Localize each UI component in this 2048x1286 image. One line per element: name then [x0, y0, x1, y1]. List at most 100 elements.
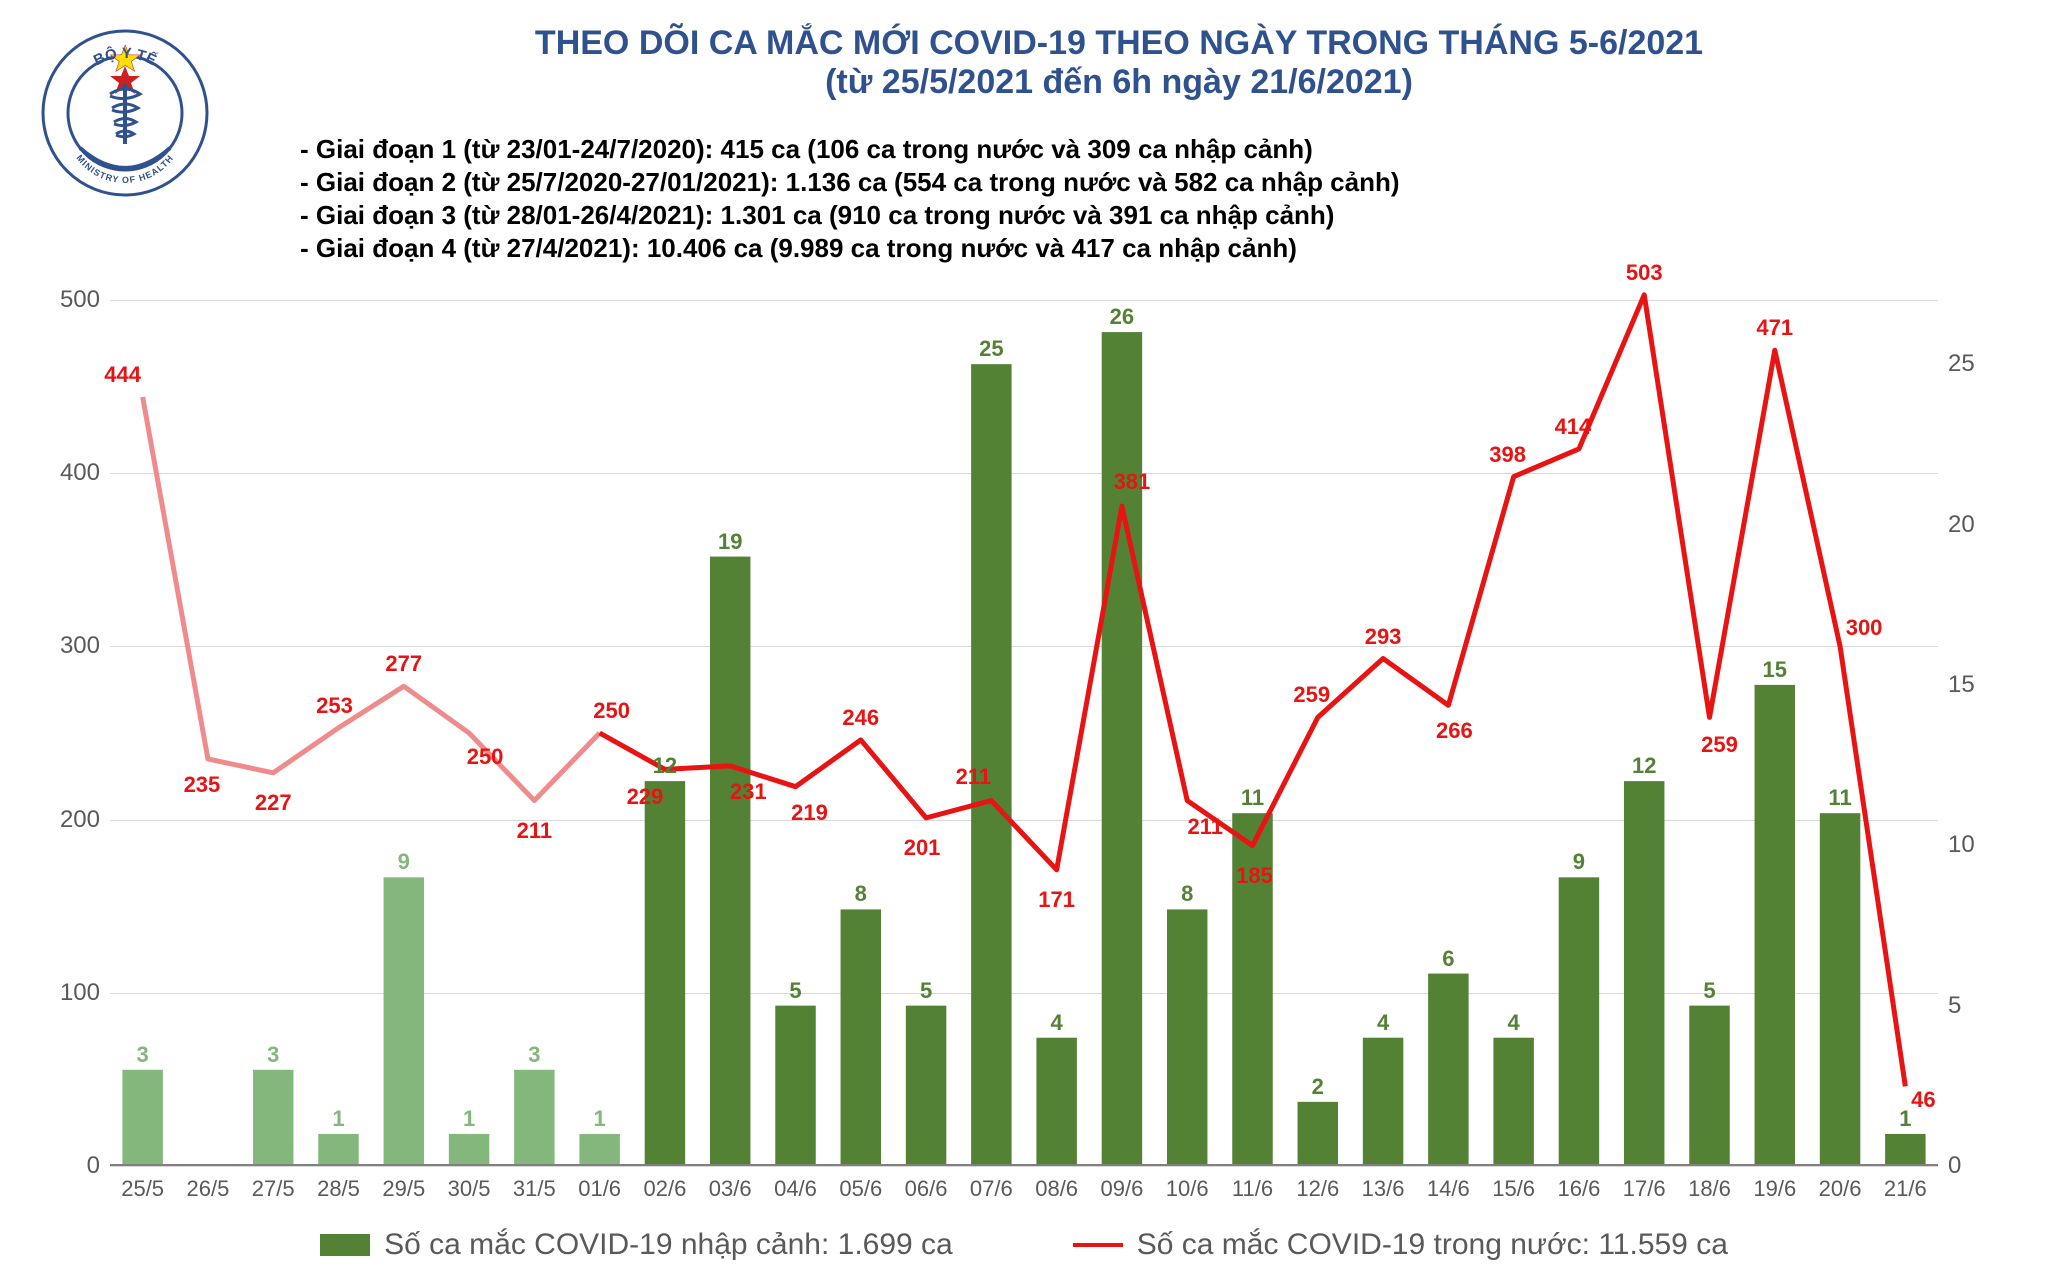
line-value-label: 235 — [184, 772, 221, 798]
line-value-label: 211 — [956, 764, 992, 790]
x-axis-label: 06/6 — [905, 1176, 948, 1202]
x-axis-label: 12/6 — [1296, 1176, 1339, 1202]
x-axis-label: 26/5 — [187, 1176, 230, 1202]
x-axis-label: 19/6 — [1753, 1176, 1796, 1202]
x-axis-label: 11/6 — [1232, 1176, 1273, 1202]
line-value-label: 300 — [1846, 615, 1883, 641]
line-value-label: 211 — [1187, 814, 1223, 840]
line-value-label: 444 — [104, 362, 141, 388]
x-axis-baseline — [110, 1164, 1938, 1166]
bar-value-label: 8 — [855, 881, 867, 907]
x-axis-label: 13/6 — [1362, 1176, 1405, 1202]
x-axis-label: 02/6 — [644, 1176, 687, 1202]
line-value-label: 185 — [1236, 863, 1273, 889]
y-right-tick: 10 — [1948, 831, 2008, 859]
legend-line-text: Số ca mắc COVID-19 trong nước: 11.559 ca — [1137, 1228, 1728, 1262]
bar-value-label: 4 — [1508, 1010, 1520, 1036]
legend-line-swatch — [1073, 1243, 1123, 1247]
bar-value-label: 12 — [653, 753, 677, 779]
y-left-tick: 100 — [40, 979, 100, 1007]
bar-value-label: 11 — [1828, 785, 1851, 811]
line-value-label: 266 — [1436, 718, 1473, 744]
bar-value-label: 19 — [718, 529, 742, 555]
x-axis-label: 03/6 — [709, 1176, 752, 1202]
bar-value-label: 5 — [1703, 978, 1715, 1004]
bar-value-label: 1 — [1899, 1106, 1911, 1132]
bar-value-label: 3 — [267, 1042, 279, 1068]
line-value-label: 471 — [1756, 315, 1793, 341]
y-axis-left: 0100200300400500 — [40, 300, 100, 1166]
bar-value-label: 12 — [1632, 753, 1656, 779]
bar-value-label: 1 — [463, 1106, 475, 1132]
page-root: BỘ Y TẾ MINISTRY OF HEALTH THEO DÕI CA M… — [0, 0, 2048, 1286]
note-2: - Giai đoạn 2 (từ 25/7/2020-27/01/2021):… — [300, 167, 1400, 198]
x-axis-label: 14/6 — [1427, 1176, 1470, 1202]
bar-value-label: 1 — [594, 1106, 606, 1132]
x-axis-label: 15/6 — [1492, 1176, 1535, 1202]
title-line-1: THEO DÕI CA MẮC MỚI COVID-19 THEO NGÀY T… — [230, 24, 2008, 63]
line-value-label: 250 — [467, 744, 504, 770]
x-axis-label: 16/6 — [1558, 1176, 1601, 1202]
y-right-tick: 0 — [1948, 1152, 2008, 1180]
note-4: - Giai đoạn 4 (từ 27/4/2021): 10.406 ca … — [300, 233, 1400, 264]
ministry-logo: BỘ Y TẾ MINISTRY OF HEALTH — [40, 28, 210, 198]
line-value-label: 229 — [627, 784, 664, 810]
line-value-label: 219 — [791, 800, 828, 826]
bar-value-label: 2 — [1312, 1074, 1324, 1100]
x-axis-label: 30/5 — [448, 1176, 491, 1202]
x-axis-label: 17/6 — [1623, 1176, 1666, 1202]
y-left-tick: 300 — [40, 632, 100, 660]
x-axis-label: 27/5 — [252, 1176, 295, 1202]
x-axis-label: 29/5 — [382, 1176, 425, 1202]
bar-value-label: 3 — [137, 1042, 149, 1068]
bar-value-label: 6 — [1442, 946, 1454, 972]
line-value-label: 201 — [904, 835, 941, 861]
chart-title: THEO DÕI CA MẮC MỚI COVID-19 THEO NGÀY T… — [230, 24, 2008, 102]
line-value-label: 246 — [842, 705, 879, 731]
line-value-label: 381 — [1114, 469, 1151, 495]
legend-bar-item: Số ca mắc COVID-19 nhập cảnh: 1.699 ca — [320, 1228, 953, 1262]
x-axis-label: 09/6 — [1101, 1176, 1144, 1202]
line-value-label: 250 — [593, 698, 630, 724]
bar-value-label: 4 — [1051, 1010, 1063, 1036]
line-value-label: 259 — [1701, 732, 1738, 758]
x-axis-label: 04/6 — [774, 1176, 817, 1202]
line-value-label: 227 — [255, 790, 292, 816]
x-axis-label: 18/6 — [1688, 1176, 1731, 1202]
y-right-tick: 25 — [1948, 350, 2008, 378]
line-value-label: 211 — [517, 818, 553, 844]
bar-value-label: 4 — [1377, 1010, 1389, 1036]
bar-value-label: 5 — [789, 978, 801, 1004]
legend: Số ca mắc COVID-19 nhập cảnh: 1.699 ca S… — [0, 1228, 2048, 1262]
y-left-tick: 0 — [40, 1152, 100, 1180]
x-axis-label: 10/6 — [1166, 1176, 1209, 1202]
legend-line-item: Số ca mắc COVID-19 trong nước: 11.559 ca — [1073, 1228, 1728, 1262]
bar-value-label: 5 — [920, 978, 932, 1004]
bar-value-label: 26 — [1110, 304, 1134, 330]
phase-notes: - Giai đoạn 1 (từ 23/01-24/7/2020): 415 … — [300, 132, 1400, 266]
y-left-tick: 200 — [40, 806, 100, 834]
legend-bar-text: Số ca mắc COVID-19 nhập cảnh: 1.699 ca — [384, 1228, 953, 1262]
bar-value-label: 9 — [1573, 849, 1585, 875]
x-axis-label: 01/6 — [578, 1176, 621, 1202]
y-left-tick: 500 — [40, 286, 100, 314]
title-line-2: (từ 25/5/2021 đến 6h ngày 21/6/2021) — [230, 63, 2008, 102]
value-labels-layer: 3319131121958525426811246491251511144423… — [110, 300, 1938, 1166]
x-axis-label: 05/6 — [839, 1176, 882, 1202]
y-right-tick: 20 — [1948, 511, 2008, 539]
bar-value-label: 3 — [528, 1042, 540, 1068]
line-value-label: 398 — [1489, 442, 1526, 468]
x-axis-label: 25/5 — [121, 1176, 164, 1202]
x-axis-label: 20/6 — [1819, 1176, 1862, 1202]
line-value-label: 293 — [1365, 624, 1402, 650]
y-left-tick: 400 — [40, 459, 100, 487]
y-right-tick: 15 — [1948, 671, 2008, 699]
legend-bar-swatch — [320, 1234, 370, 1256]
line-value-label: 277 — [385, 651, 422, 677]
note-3: - Giai đoạn 3 (từ 28/01-26/4/2021): 1.30… — [300, 200, 1400, 231]
chart-plot-area: 0100200300400500 0510152025 331913112195… — [110, 300, 1938, 1166]
x-axis-label: 28/5 — [317, 1176, 360, 1202]
line-value-label: 253 — [316, 693, 353, 719]
y-right-tick: 5 — [1948, 992, 2008, 1020]
x-axis-label: 21/6 — [1884, 1176, 1927, 1202]
